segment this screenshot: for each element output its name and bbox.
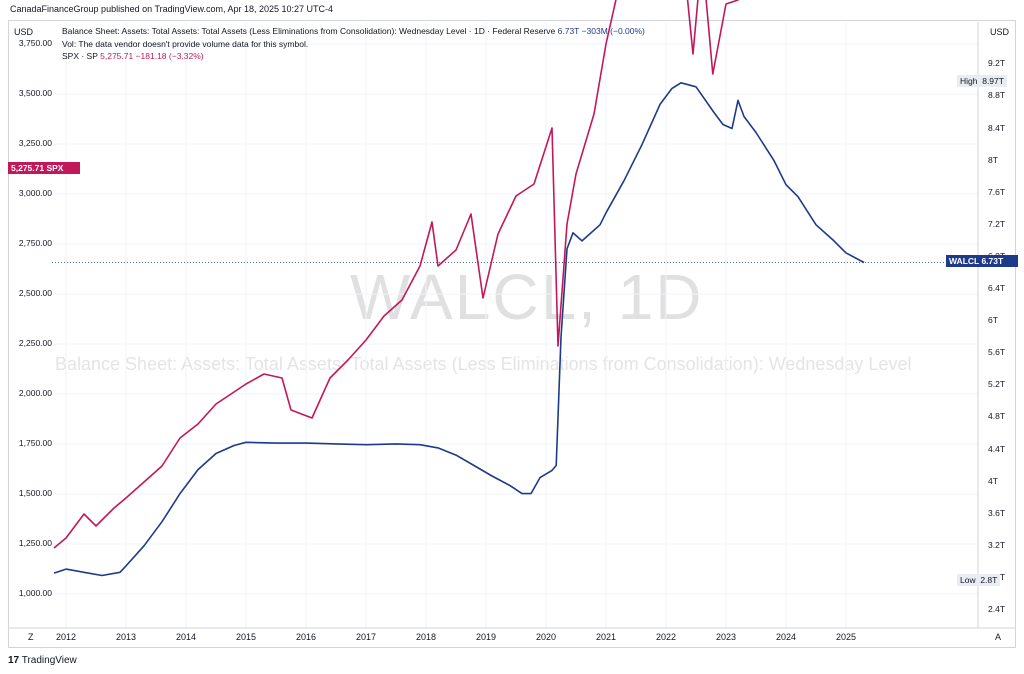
chart-frame xyxy=(8,20,1016,648)
time-axis-tick-label: 2017 xyxy=(355,632,377,642)
time-axis-tick-label: 2015 xyxy=(235,632,257,642)
tradingview-logo-mark: 17 xyxy=(8,655,20,666)
time-axis-tick-label: 2012 xyxy=(55,632,77,642)
low-tag-label: Low xyxy=(960,575,976,585)
right-axis-tick-label: 9.2T xyxy=(988,58,1006,69)
left-axis-tick-label: 2,750.00 xyxy=(18,238,52,248)
right-axis-tick-label: 8T xyxy=(988,154,998,165)
spx-price-tag-label: SPX xyxy=(46,163,64,173)
series-line-spx xyxy=(53,0,739,549)
legend-spx[interactable]: SPX · SP 5,275.71 −181.18 (−3.32%) xyxy=(62,50,645,63)
legend: Balance Sheet: Assets: Total Assets: Tot… xyxy=(62,25,645,63)
right-axis-tick-label: 4.8T xyxy=(988,411,1006,422)
left-axis-tick-label: 3,250.00 xyxy=(18,138,52,148)
series-line-walcl xyxy=(53,82,865,577)
time-axis-tick-label: 2019 xyxy=(475,632,497,642)
right-axis-tick-label: 7.2T xyxy=(988,218,1006,229)
left-axis-tick-label: 2,250.00 xyxy=(18,338,52,348)
left-axis-tick-label: 1,000.00 xyxy=(18,588,52,598)
legend-walcl-values: 6.73T −303M (−0.00%) xyxy=(557,26,645,36)
right-axis-tick-label: 8.4T xyxy=(988,122,1006,133)
right-axis-tick-label: 3.6T xyxy=(988,507,1006,518)
legend-spx-title: SPX · SP xyxy=(62,51,98,61)
tradingview-brand: TradingView xyxy=(21,655,77,666)
walcl-price-tag-value: 6.73T xyxy=(981,256,1004,266)
time-axis-tick-label: 2020 xyxy=(535,632,557,642)
left-axis-tick-label: 3,000.00 xyxy=(18,188,52,198)
right-currency-label: USD xyxy=(990,27,1010,37)
left-axis-tick-label: 1,750.00 xyxy=(18,438,52,448)
time-axis-tick-label: 2016 xyxy=(295,632,317,642)
spx-price-tag: 5,275.71 SPX xyxy=(8,162,80,174)
left-axis-tick-label: 3,500.00 xyxy=(18,88,52,98)
left-axis-tick-label: 1,500.00 xyxy=(18,488,52,498)
right-axis-tick-label: 2.4T xyxy=(988,604,1006,614)
right-axis-tick-label: 5.6T xyxy=(988,347,1006,358)
time-axis-tick-label: 2024 xyxy=(775,632,797,642)
time-axis-tick-label: 2013 xyxy=(115,632,137,642)
left-axis-tick-label: 3,750.00 xyxy=(18,38,52,48)
right-axis-tick-label: 6T xyxy=(988,315,998,326)
left-axis-tick-label: 1,250.00 xyxy=(18,538,52,548)
timezone-button[interactable]: Z xyxy=(28,632,34,642)
publisher-line: CanadaFinanceGroup published on TradingV… xyxy=(10,4,334,14)
tradingview-logo: 17 TradingView xyxy=(8,655,77,666)
right-axis-tick-label: 5.2T xyxy=(988,379,1006,390)
right-axis-tick-label: 6.4T xyxy=(988,283,1006,293)
left-axis-tick-label: 2,500.00 xyxy=(18,288,52,298)
right-axis-tick-label: 4T xyxy=(988,475,998,486)
right-axis-tick-label: 7.6T xyxy=(988,186,1006,197)
time-axis-tick-label: 2014 xyxy=(175,632,197,642)
low-tag: Low 2.8T xyxy=(957,574,1001,586)
time-axis-tick-label: 2021 xyxy=(595,632,617,642)
watermark-description: Balance Sheet: Assets: Total Assets: Tot… xyxy=(55,354,912,374)
time-axis-tick-label: 2018 xyxy=(415,632,437,642)
high-tag: High 8.97T xyxy=(957,75,1007,87)
spx-price-tag-value: 5,275.71 xyxy=(11,163,45,173)
left-currency-label: USD xyxy=(14,27,34,37)
low-tag-value: 2.8T xyxy=(980,575,998,585)
time-axis-tick-label: 2025 xyxy=(835,632,857,642)
high-tag-value: 8.97T xyxy=(982,76,1004,86)
legend-walcl-title: Balance Sheet: Assets: Total Assets: Tot… xyxy=(62,26,556,36)
left-axis-tick-label: 2,000.00 xyxy=(18,388,52,398)
high-tag-label: High xyxy=(960,76,978,86)
time-axis-tick-label: 2022 xyxy=(655,632,677,642)
right-axis-tick-label: 3.2T xyxy=(988,539,1006,550)
time-axis-tick-label: 2023 xyxy=(715,632,737,642)
legend-spx-values: 5,275.71 −181.18 (−3.32%) xyxy=(100,51,204,61)
walcl-price-tag: WALCL 6.73T xyxy=(946,255,1018,267)
legend-walcl[interactable]: Balance Sheet: Assets: Total Assets: Tot… xyxy=(62,25,645,38)
walcl-price-tag-label: WALCL xyxy=(949,256,980,266)
right-axis-tick-label: 8.8T xyxy=(988,90,1006,101)
watermark-symbol: WALCL, 1D xyxy=(350,261,704,333)
legend-volume-note: Vol: The data vendor doesn't provide vol… xyxy=(62,38,309,49)
right-axis-tick-label: 4.4T xyxy=(988,443,1006,454)
auto-scale-button[interactable]: A xyxy=(995,632,1002,642)
